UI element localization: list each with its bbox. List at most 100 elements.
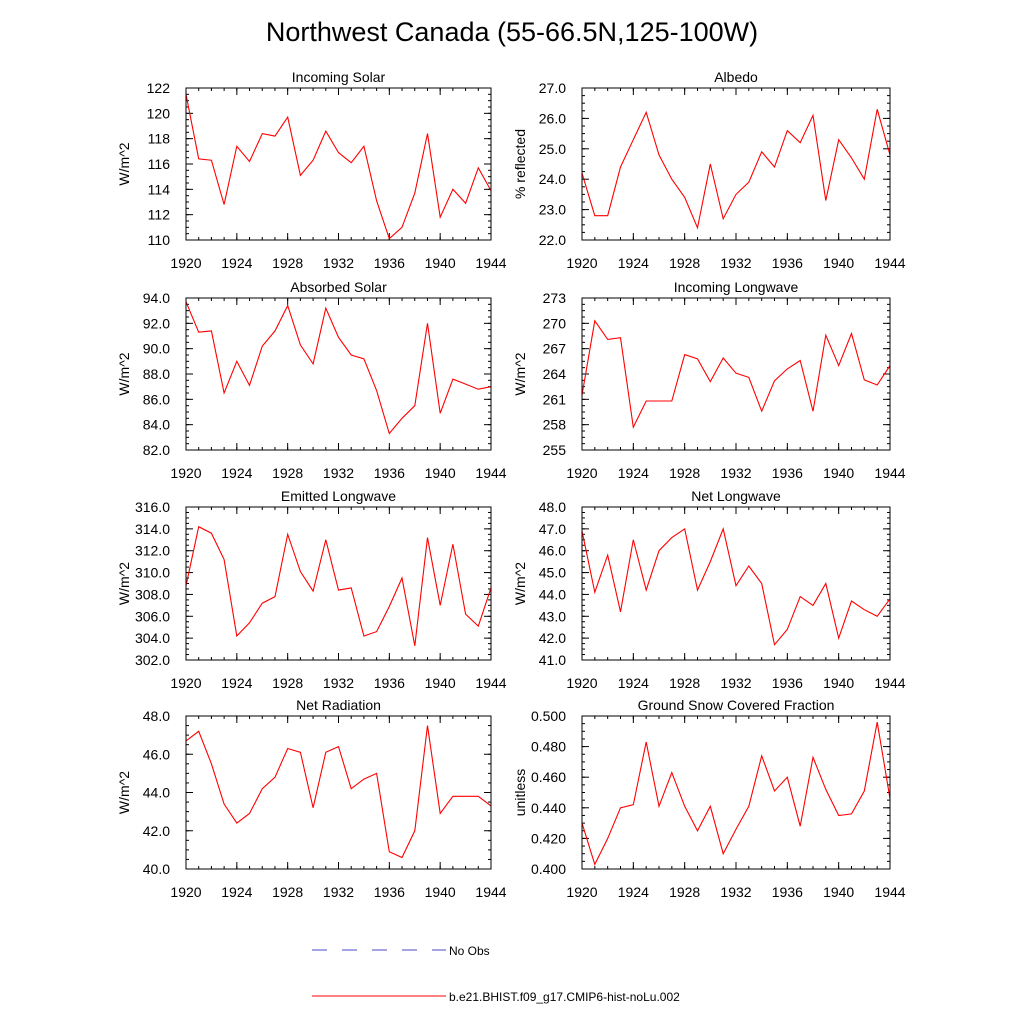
y-tick-label: 88.0: [143, 366, 170, 382]
x-tick-label: 1940: [425, 675, 456, 691]
y-tick-label: 304.0: [135, 630, 170, 646]
legend: No Obs b.e21.BHIST.f09_g17.CMIP6-hist-no…: [312, 944, 680, 1004]
x-tick-label: 1940: [425, 465, 456, 481]
x-tick-label: 1928: [669, 465, 700, 481]
y-tick-label: 122: [147, 80, 171, 96]
plot-frame: [581, 87, 891, 241]
chart-title: Emitted Longwave: [281, 488, 396, 504]
y-tick-label: 112: [148, 207, 171, 223]
x-tick-label: 1928: [272, 255, 303, 271]
plot-frame: [185, 506, 492, 661]
y-tick-label: 0.460: [531, 769, 566, 785]
plot-frame: [185, 87, 492, 241]
x-tick-label: 1936: [772, 675, 803, 691]
x-tick-label: 1940: [425, 255, 456, 271]
x-tick-label: 1944: [874, 255, 905, 271]
y-tick-label: 24.0: [539, 171, 566, 187]
y-tick-label: 0.400: [531, 861, 566, 877]
y-tick-label: 0.500: [531, 708, 566, 724]
figure-title: Northwest Canada (55-66.5N,125-100W): [266, 17, 758, 47]
series-line: [581, 319, 891, 430]
y-tick-label: 312.0: [135, 543, 170, 559]
y-tick-label: 0.480: [531, 739, 566, 755]
x-tick-label: 1944: [475, 884, 506, 900]
y-tick-label: 48.0: [143, 708, 170, 724]
y-tick-label: 110: [148, 232, 171, 248]
x-tick-label: 1936: [374, 465, 405, 481]
x-tick-label: 1944: [874, 465, 905, 481]
series-line: [185, 301, 492, 435]
y-tick-label: 314.0: [135, 521, 170, 537]
y-tick-label: 114: [148, 181, 171, 197]
y-tick-label: 82.0: [143, 442, 170, 458]
x-tick-label: 1940: [823, 884, 854, 900]
x-tick-label: 1928: [669, 675, 700, 691]
x-tick-label: 1944: [475, 675, 506, 691]
x-tick-label: 1936: [374, 884, 405, 900]
y-tick-label: 46.0: [539, 543, 566, 559]
x-tick-label: 1920: [566, 465, 597, 481]
y-tick-label: 25.0: [539, 141, 566, 157]
y-tick-label: 255: [543, 442, 567, 458]
x-tick-label: 1944: [874, 675, 905, 691]
chart-title: Absorbed Solar: [290, 279, 387, 295]
x-tick-label: 1924: [221, 675, 252, 691]
y-axis-label: W/m^2: [512, 352, 528, 395]
chart-panel-8: Ground Snow Covered Fraction unitless 1920…: [512, 697, 906, 900]
plot-frame: [581, 506, 891, 661]
y-axis-label: % reflected: [512, 129, 528, 199]
series-line: [185, 725, 492, 859]
x-tick-label: 1920: [170, 884, 201, 900]
y-tick-label: 270: [543, 315, 567, 331]
x-tick-label: 1944: [874, 884, 905, 900]
chart-title: Ground Snow Covered Fraction: [638, 697, 835, 713]
x-tick-label: 1932: [323, 465, 354, 481]
x-tick-label: 1936: [772, 884, 803, 900]
x-tick-label: 1936: [374, 675, 405, 691]
panels: Incoming Solar W/m^2 1920 1924 1928 1932 1936 1…: [116, 69, 906, 900]
chart-panel-2: Albedo % reflected 1920 1924 1928 1932 1936 194…: [512, 69, 906, 271]
x-tick-label: 1932: [720, 675, 751, 691]
x-tick-label: 1920: [566, 884, 597, 900]
y-tick-label: 84.0: [143, 417, 170, 433]
y-tick-label: 90.0: [143, 341, 170, 357]
chart-panel-5: Emitted Longwave W/m^2 1920 1924 1928 1932 193…: [116, 488, 507, 691]
x-tick-label: 1932: [720, 465, 751, 481]
y-tick-label: 261: [543, 391, 567, 407]
plot-frame: [581, 297, 891, 451]
y-tick-label: 273: [543, 290, 567, 306]
y-tick-label: 22.0: [539, 232, 566, 248]
x-tick-label: 1924: [618, 465, 649, 481]
chart-panel-4: Incoming Longwave W/m^2 1920 1924 1928 1932 19…: [512, 279, 906, 481]
y-axis-label: W/m^2: [116, 771, 132, 814]
y-tick-label: 47.0: [539, 521, 566, 537]
y-tick-label: 45.0: [539, 565, 566, 581]
x-tick-label: 1920: [566, 255, 597, 271]
y-tick-label: 44.0: [539, 586, 566, 602]
x-tick-label: 1940: [823, 675, 854, 691]
y-tick-label: 92.0: [143, 315, 170, 331]
y-tick-label: 306.0: [135, 608, 170, 624]
y-tick-label: 0.420: [531, 830, 566, 846]
y-axis-label: unitless: [512, 769, 528, 816]
y-tick-label: 0.440: [531, 800, 566, 816]
y-tick-label: 118: [148, 131, 171, 147]
x-tick-label: 1928: [272, 465, 303, 481]
x-tick-label: 1940: [425, 884, 456, 900]
y-tick-label: 42.0: [539, 630, 566, 646]
y-tick-label: 43.0: [539, 608, 566, 624]
plot-frame: [185, 297, 492, 451]
y-axis-label: W/m^2: [116, 562, 132, 605]
x-tick-label: 1924: [221, 255, 252, 271]
y-tick-label: 23.0: [539, 202, 566, 218]
x-tick-label: 1920: [170, 465, 201, 481]
y-tick-label: 308.0: [135, 586, 170, 602]
x-tick-label: 1920: [170, 255, 201, 271]
x-tick-label: 1928: [669, 884, 700, 900]
y-tick-label: 46.0: [143, 746, 170, 762]
x-tick-label: 1920: [566, 675, 597, 691]
x-tick-label: 1924: [618, 255, 649, 271]
legend-model-label: b.e21.BHIST.f09_g17.CMIP6-hist-noLu.002: [449, 990, 680, 1004]
legend-no-obs-label: No Obs: [449, 944, 490, 958]
chart-title: Albedo: [714, 69, 758, 85]
